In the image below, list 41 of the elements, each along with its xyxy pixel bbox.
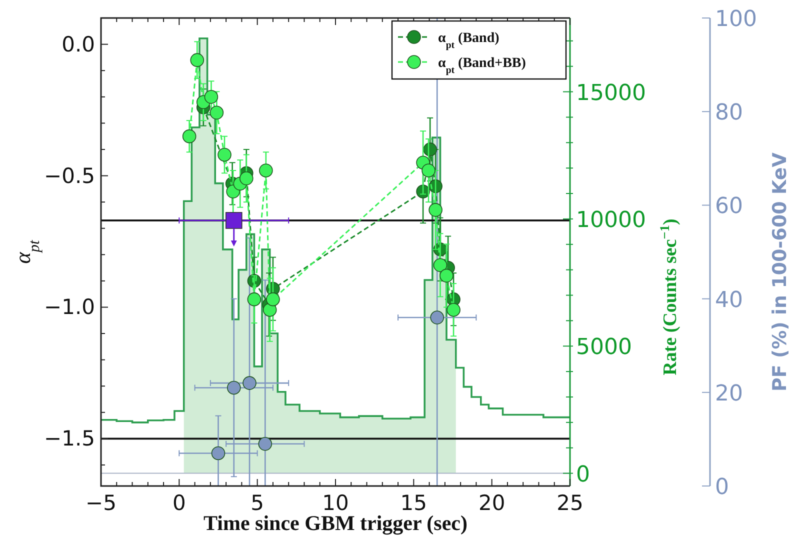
point <box>259 164 273 178</box>
y-tick-label: −0.5 <box>44 164 95 188</box>
point <box>190 53 204 67</box>
point <box>226 380 241 395</box>
point <box>204 90 218 104</box>
point <box>225 212 242 229</box>
y3-tick-label: 60 <box>715 194 743 220</box>
point <box>428 203 442 217</box>
y-tick-label: 0.0 <box>62 32 95 56</box>
y-tick-label: −1.0 <box>44 295 95 320</box>
point <box>422 164 436 178</box>
y2-tick-label: 15000 <box>576 80 646 106</box>
x-tick-label: 20 <box>478 491 506 515</box>
point <box>433 258 448 272</box>
y-tick-label: −1.5 <box>44 426 95 451</box>
legend-label: α$_{pt}$ (Band) <box>438 31 500 50</box>
point <box>446 302 460 317</box>
point <box>266 292 280 306</box>
y3-tick-label: 80 <box>715 100 743 126</box>
point <box>247 292 262 306</box>
point <box>239 171 254 186</box>
x-tick-label: 25 <box>556 491 584 515</box>
y2-tick-label: 10000 <box>576 208 646 233</box>
point <box>242 376 256 390</box>
y3-tick-label: 40 <box>715 288 743 313</box>
point <box>440 268 454 283</box>
point <box>423 142 437 156</box>
point <box>210 106 224 120</box>
x-tick-label: 0 <box>172 491 186 515</box>
point <box>258 436 272 451</box>
y3-axis-title: PF (%) in 100-600 KeV <box>769 152 791 392</box>
y3-tick-label: 20 <box>715 381 743 406</box>
point <box>182 129 196 144</box>
point <box>211 446 226 460</box>
y2-tick-label: 5000 <box>576 335 632 360</box>
y3-tick-label: 100 <box>715 7 757 32</box>
x-tick-label: −5 <box>86 491 116 515</box>
point <box>218 148 232 162</box>
legend-label: α$_{pt}$ (Band+BB) <box>438 56 526 76</box>
y2-tick-label: 0 <box>576 462 590 488</box>
point <box>430 310 444 324</box>
